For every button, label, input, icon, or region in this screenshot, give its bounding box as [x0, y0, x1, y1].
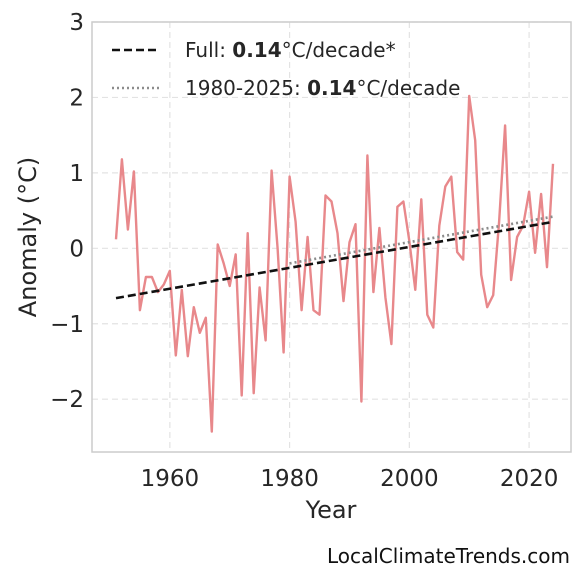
y-tick-label: 1 — [69, 161, 84, 187]
y-axis-label: Anomaly (°C) — [14, 157, 42, 317]
y-tick-label: 3 — [69, 10, 84, 36]
x-axis-label: Year — [305, 496, 357, 524]
x-tick-labels: 1960 1980 2000 2020 — [141, 466, 559, 492]
y-tick-labels: 3 2 1 0 −1 −2 — [50, 10, 84, 413]
legend-entry: Full: 0.14°C/decade* — [185, 38, 396, 62]
x-tick-label: 2020 — [500, 466, 559, 492]
full-trend-line — [115, 220, 554, 300]
legend: Full: 0.14°C/decade* 1980-2025: 0.14°C/de… — [112, 38, 460, 100]
y-tick-label: 0 — [69, 236, 84, 262]
plot-frame — [91, 21, 572, 453]
legend-entry: 1980-2025: 0.14°C/decade — [185, 76, 460, 100]
x-tick-label: 2000 — [380, 466, 439, 492]
credit-text: LocalClimateTrends.com — [326, 544, 570, 568]
series-layer — [114, 94, 555, 433]
y-tick-label: −2 — [50, 387, 84, 413]
x-tick-label: 1980 — [260, 466, 319, 492]
y-tick-label: 2 — [69, 85, 84, 111]
y-tick-label: −1 — [50, 312, 84, 338]
x-tick-label: 1960 — [141, 466, 200, 492]
anomaly-series-line — [114, 94, 555, 433]
